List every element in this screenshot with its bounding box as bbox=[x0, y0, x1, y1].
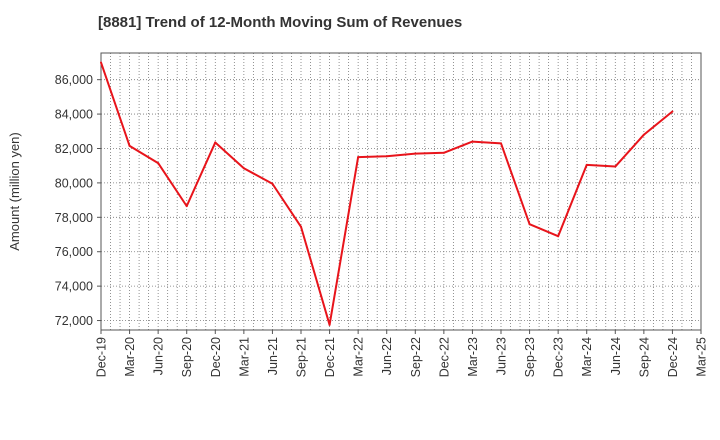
grid-lines bbox=[101, 53, 701, 330]
data-point bbox=[385, 155, 388, 158]
y-tick-label: 82,000 bbox=[55, 142, 93, 156]
data-point bbox=[442, 151, 445, 154]
x-tick-label: Sep-23 bbox=[523, 337, 537, 377]
x-tick-label: Jun-21 bbox=[266, 337, 280, 375]
x-tick-label: Dec-22 bbox=[437, 337, 451, 377]
y-tick-label: 86,000 bbox=[55, 73, 93, 87]
x-tick-label: Mar-22 bbox=[352, 337, 366, 377]
y-tick-label: 74,000 bbox=[55, 280, 93, 294]
x-tick-label: Mar-20 bbox=[123, 337, 137, 377]
data-point bbox=[242, 167, 245, 170]
data-point bbox=[500, 142, 502, 145]
data-point bbox=[414, 152, 417, 155]
y-tick-label: 80,000 bbox=[55, 176, 93, 190]
x-tick-label: Jun-20 bbox=[152, 337, 166, 375]
x-tick-label: Dec-20 bbox=[209, 337, 223, 377]
y-tick-label: 78,000 bbox=[55, 211, 93, 225]
data-point bbox=[128, 144, 131, 147]
x-tick-label: Sep-24 bbox=[637, 337, 651, 377]
data-point bbox=[471, 140, 474, 143]
series-layer bbox=[100, 61, 674, 326]
x-tick-label: Jun-22 bbox=[380, 337, 394, 375]
data-point bbox=[214, 141, 217, 144]
plot-area-frame bbox=[100, 52, 702, 331]
x-axis-tick-labels: Dec-19 Mar-20 Jun-20 Sep-20 Dec-20 Mar-21 Jun-… bbox=[95, 330, 709, 377]
x-tick-label: Dec-19 bbox=[95, 337, 109, 377]
data-point bbox=[100, 61, 102, 64]
x-tick-label: Dec-23 bbox=[552, 337, 566, 377]
y-tick-label: 72,000 bbox=[55, 314, 93, 328]
x-tick-label: Jun-23 bbox=[495, 337, 509, 375]
data-point bbox=[185, 205, 188, 208]
data-point bbox=[557, 235, 560, 238]
y-axis-title: Amount (million yen) bbox=[7, 132, 22, 251]
x-tick-label: Dec-21 bbox=[323, 337, 337, 377]
data-point bbox=[642, 133, 645, 136]
y-tick-label: 76,000 bbox=[55, 245, 93, 259]
x-tick-label: Sep-21 bbox=[295, 337, 309, 377]
y-tick-label: 84,000 bbox=[55, 108, 93, 122]
data-point bbox=[328, 323, 331, 326]
x-tick-label: Sep-22 bbox=[409, 337, 423, 377]
x-tick-label: Mar-24 bbox=[580, 337, 594, 377]
x-tick-label: Dec-24 bbox=[666, 337, 680, 377]
x-tick-label: Mar-21 bbox=[237, 337, 251, 377]
data-point bbox=[585, 163, 588, 166]
chart-title: [8881] Trend of 12-Month Moving Sum of R… bbox=[98, 14, 463, 31]
x-tick-label: Mar-23 bbox=[466, 337, 480, 377]
data-point bbox=[614, 165, 617, 168]
y-axis-tick-labels: 72,000 74,000 76,000 78,000 80,000 82,000 84,0… bbox=[55, 73, 101, 328]
data-point bbox=[271, 182, 274, 185]
data-point bbox=[528, 223, 531, 226]
data-point bbox=[357, 156, 360, 159]
x-tick-label: Mar-25 bbox=[695, 337, 709, 377]
x-tick-label: Sep-20 bbox=[180, 337, 194, 377]
data-point bbox=[671, 110, 674, 113]
x-tick-label: Jun-24 bbox=[609, 337, 623, 375]
data-point bbox=[157, 162, 160, 165]
data-point bbox=[300, 225, 302, 228]
